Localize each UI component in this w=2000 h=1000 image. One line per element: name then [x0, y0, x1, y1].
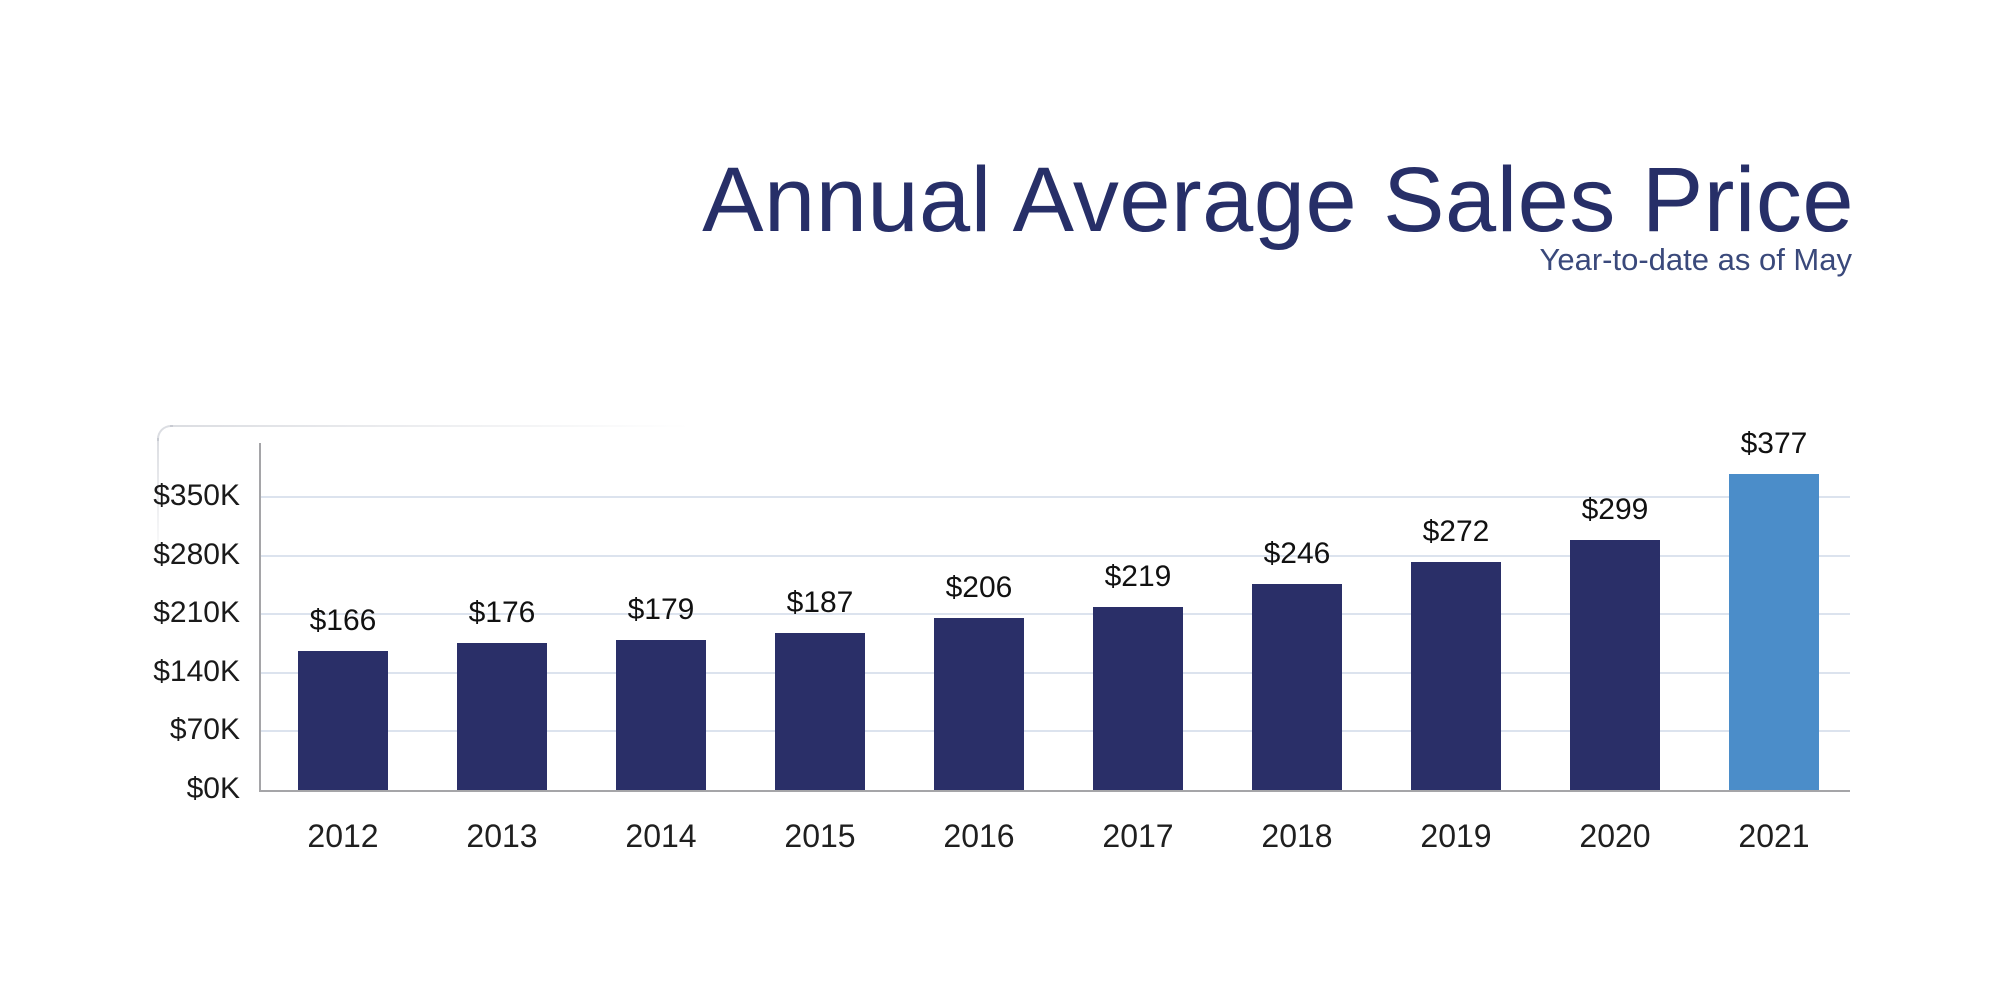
bar-2015 — [775, 633, 865, 790]
x-tick-label: 2021 — [1738, 818, 1810, 854]
x-tick-label: 2016 — [943, 818, 1015, 854]
gridline — [261, 554, 1850, 557]
y-tick-label: $350K — [153, 479, 240, 512]
x-tick-label: 2017 — [1102, 818, 1174, 854]
y-tick-label: $280K — [153, 537, 240, 571]
bar-value-label: $272 — [1422, 515, 1490, 549]
bar-2018 — [1252, 584, 1342, 790]
y-tick-label: $210K — [153, 596, 240, 630]
bar-2021 — [1729, 474, 1819, 790]
bar-value-label: $206 — [945, 570, 1013, 604]
chart-title: Annual Average Sales Price — [702, 149, 1854, 251]
y-axis-line — [259, 443, 261, 792]
bar-value-label: $179 — [627, 593, 695, 627]
bar-value-label: $176 — [468, 595, 536, 629]
bar-2012 — [298, 651, 388, 790]
card-left-edge-decoration — [157, 438, 159, 568]
card-top-edge-decoration — [170, 425, 690, 427]
chart-subtitle: Year-to-date as of May — [1539, 242, 1852, 277]
bar-value-label: $187 — [786, 586, 854, 620]
card-corner-decoration — [157, 425, 173, 441]
x-tick-label: 2014 — [625, 818, 697, 854]
bar-value-label: $377 — [1740, 427, 1808, 461]
x-tick-label: 2012 — [307, 818, 379, 854]
y-tick-label: $140K — [153, 654, 240, 688]
y-tick-label: $70K — [169, 713, 240, 747]
bar-2017 — [1093, 606, 1183, 790]
x-tick-label: 2013 — [466, 818, 538, 854]
gridline — [261, 613, 1850, 616]
y-tick-label: $0K — [186, 772, 240, 805]
bar-2014 — [616, 640, 706, 790]
gridline — [261, 671, 1850, 674]
bar-value-label: $246 — [1263, 537, 1331, 571]
x-tick-label: 2015 — [784, 818, 856, 854]
bar-2013 — [457, 642, 547, 790]
bar-value-label: $166 — [309, 604, 377, 638]
x-axis-line — [259, 790, 1850, 792]
bar-2019 — [1411, 562, 1501, 790]
x-tick-label: 2018 — [1261, 818, 1333, 854]
gridline — [261, 496, 1850, 498]
gridline — [261, 730, 1850, 733]
x-tick-label: 2019 — [1420, 818, 1492, 854]
x-tick-label: 2020 — [1579, 818, 1651, 854]
bar-2016 — [934, 617, 1024, 790]
bar-2020 — [1570, 539, 1660, 790]
bar-value-label: $299 — [1581, 492, 1649, 526]
bar-value-label: $219 — [1104, 559, 1172, 593]
